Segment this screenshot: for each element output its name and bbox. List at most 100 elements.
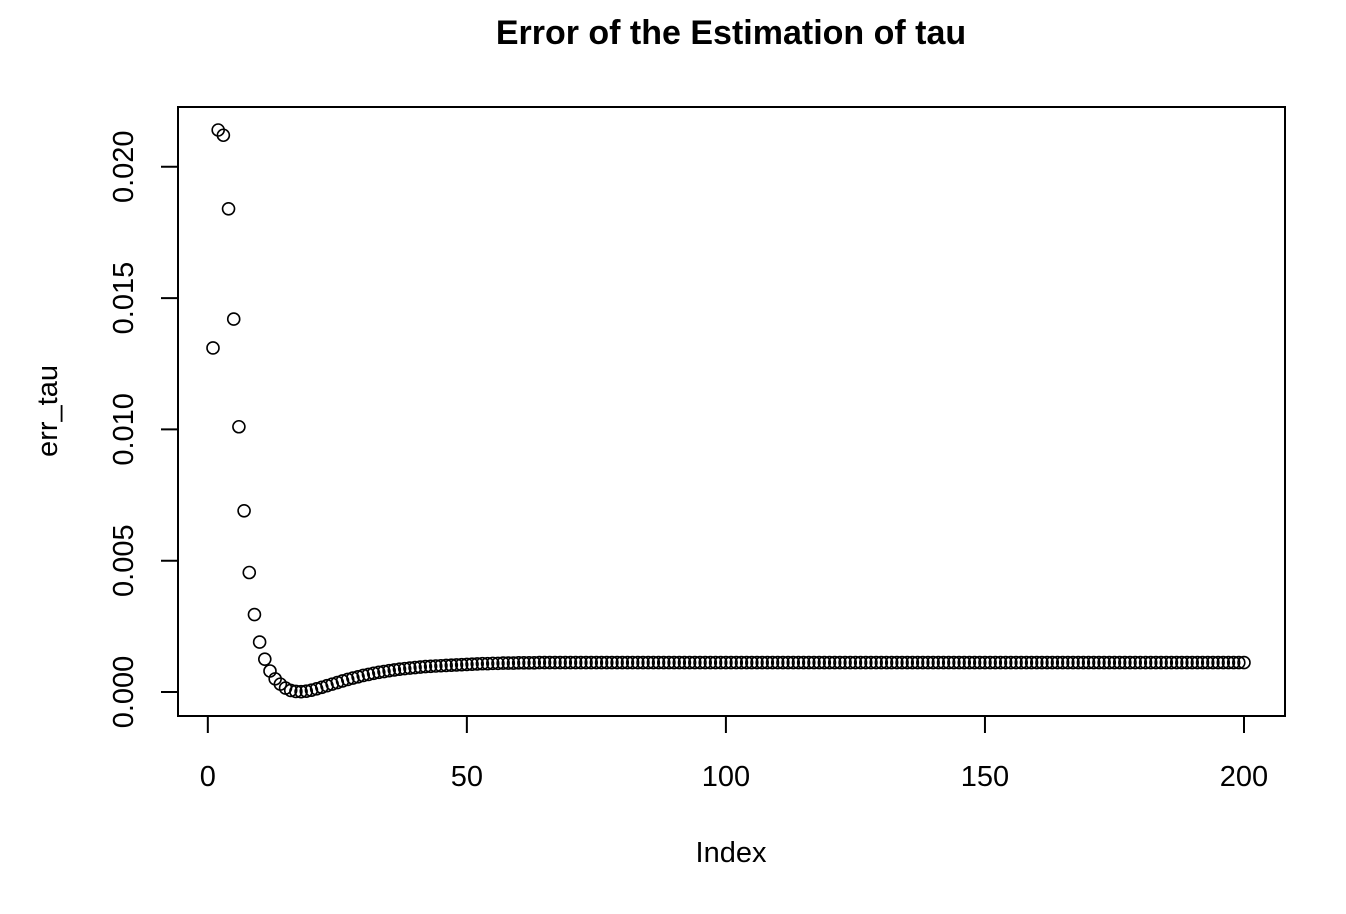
data-point [843, 655, 858, 670]
x-axis: 0 50 100 150 200 [200, 715, 1268, 793]
data-point [838, 655, 852, 670]
data-point [869, 655, 883, 670]
data-point [817, 655, 832, 670]
data-point [1164, 655, 1179, 670]
data-point [734, 655, 749, 670]
data-point [444, 658, 459, 673]
data-point [206, 341, 220, 355]
data-point [667, 655, 681, 670]
data-point [1112, 655, 1127, 670]
data-point [1029, 655, 1044, 670]
data-point [1107, 655, 1122, 670]
data-point [517, 656, 531, 670]
data-point [988, 655, 1003, 670]
data-point [418, 659, 433, 674]
data-point [548, 655, 562, 670]
data-point [356, 668, 371, 683]
x-tick-label: 150 [961, 761, 1009, 793]
data-point [294, 684, 308, 699]
data-point [454, 657, 469, 672]
data-point [1004, 655, 1018, 670]
data-point [1055, 655, 1070, 670]
data-point [491, 656, 505, 671]
data-point [864, 655, 878, 670]
chart-title: Error of the Estimation of tau [496, 14, 966, 52]
data-point [1040, 655, 1054, 670]
data-point [688, 655, 702, 670]
data-point [796, 655, 811, 670]
data-point [258, 652, 272, 666]
data-point [237, 503, 251, 518]
data-point [962, 655, 977, 670]
data-point [750, 655, 764, 670]
x-axis-label: Index [696, 837, 767, 869]
y-axis: 0.000 0.005 0.010 0.015 0.020 [108, 130, 179, 728]
data-point [781, 655, 795, 670]
data-point [770, 655, 785, 670]
data-point [434, 658, 448, 673]
data-point [947, 655, 961, 670]
data-point [594, 655, 609, 670]
data-point [460, 657, 474, 672]
data-point [822, 655, 837, 670]
data-point [496, 656, 510, 670]
data-point [802, 655, 816, 670]
data-point [848, 655, 863, 670]
data-point [605, 655, 619, 670]
data-point [895, 655, 909, 670]
data-point [1180, 655, 1194, 670]
data-point [620, 655, 635, 670]
data-point [247, 607, 262, 622]
data-point [1076, 655, 1091, 670]
y-tick-label: 0.005 [108, 524, 140, 597]
data-point [532, 655, 547, 670]
data-point [216, 128, 231, 143]
plot-frame [177, 106, 1286, 717]
data-point [993, 655, 1008, 670]
data-point [636, 655, 650, 670]
data-point [693, 655, 707, 670]
data-point [1221, 655, 1236, 670]
data-point [1159, 655, 1174, 670]
data-point [786, 655, 801, 670]
data-point [542, 655, 557, 670]
data-point [703, 655, 718, 670]
data-point [522, 656, 536, 670]
data-point [1061, 655, 1075, 670]
data-point [729, 655, 744, 670]
data-point [1190, 655, 1205, 670]
data-point [1118, 655, 1132, 670]
data-point [853, 655, 868, 670]
data-point [506, 656, 521, 670]
data-point [983, 655, 997, 670]
data-point [915, 655, 930, 670]
data-point [952, 655, 966, 670]
data-point [833, 655, 847, 670]
data-point [226, 312, 241, 326]
y-axis-label: err_tau [32, 365, 64, 457]
data-point [978, 655, 992, 670]
data-point [408, 660, 422, 675]
data-point [423, 659, 438, 674]
data-point [905, 655, 920, 670]
data-point [610, 655, 624, 670]
data-point [874, 655, 889, 670]
data-point [465, 657, 479, 671]
data-point [615, 655, 630, 670]
data-point [651, 655, 666, 670]
data-point [1081, 655, 1096, 670]
data-point [812, 655, 826, 670]
data-point [221, 201, 236, 216]
data-point [574, 655, 588, 670]
data-point [563, 655, 578, 670]
data-point [1185, 655, 1199, 670]
data-point [599, 655, 614, 670]
data-point [501, 656, 516, 670]
data-point [1086, 655, 1101, 670]
data-point [719, 655, 733, 670]
data-point [682, 655, 697, 670]
data-point [568, 655, 583, 670]
data-point [884, 655, 899, 670]
data-point [698, 655, 712, 670]
data-point [745, 655, 759, 670]
